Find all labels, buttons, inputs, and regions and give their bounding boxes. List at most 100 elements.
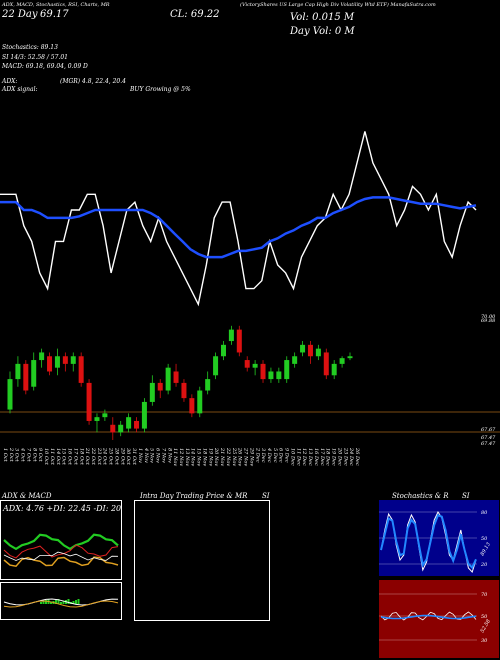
candle-body [347, 356, 353, 359]
candle-body [141, 401, 147, 429]
price-label-top2: 69.88 [481, 318, 495, 324]
candle-layer [7, 325, 353, 440]
date-tick: 23 Oct [96, 447, 102, 466]
date-tick: 6 Nov [155, 448, 161, 463]
date-tick: 11 Oct [49, 448, 55, 466]
price-label-low3: 67.47 [481, 441, 496, 447]
date-tick: 30 Oct [125, 448, 131, 466]
date-tick: 23 Dec [342, 447, 348, 466]
moving-average-line [0, 196, 477, 259]
candle-body [173, 371, 179, 383]
candle-body [323, 352, 329, 376]
stoch-rsi-panel: 80 50 20 89.13 70 50 30 52.58 [379, 500, 499, 658]
candle-body [244, 360, 250, 368]
date-tick: 25 Oct [108, 447, 114, 466]
candle-body [236, 329, 242, 353]
tab-adx[interactable]: ADX [2, 2, 14, 8]
date-tick: 19 Dec [331, 448, 337, 466]
date-tick: 20 Dec [336, 447, 342, 466]
date-tick: 27 Nov [243, 447, 249, 466]
date-tick: 28 Oct [114, 447, 120, 466]
tab-mr[interactable]: MR [100, 2, 110, 8]
date-tick: 21 Nov [219, 447, 225, 466]
date-tick: 24 Oct [102, 447, 108, 466]
stoch-tick-50: 50 [481, 536, 488, 542]
macd-text: MACD: 69.18, 69.04, 0.09 D [2, 63, 88, 70]
candle-body [165, 367, 171, 391]
adx-panel-title: ADX & MACD [2, 492, 52, 500]
intraday-panel-title: Intra Day Trading Price & MR [140, 492, 248, 500]
candle-body [31, 360, 37, 387]
candle-body [78, 356, 84, 383]
stoch-tick-80: 80 [481, 510, 488, 516]
date-tick: 14 Nov [190, 448, 196, 466]
candle-body [134, 420, 140, 429]
candle-body [7, 379, 13, 410]
price-label-low2: 67.47 [481, 435, 496, 441]
tab-rsi[interactable]: RSI [68, 2, 78, 8]
date-tick: 10 Oct [43, 448, 49, 466]
macd-lines [3, 598, 119, 608]
date-tick: 18 Dec [325, 448, 331, 466]
date-tick: 24 Dec [348, 447, 354, 466]
date-tick: 4 Oct [20, 447, 26, 463]
rsi-tick-30: 30 [481, 638, 488, 644]
adx-macd-panel: ADX: 4.76 +DI: 22.45 -DI: 20.43 [0, 500, 122, 620]
candle-body [62, 356, 68, 364]
adx-signal-label: ADX signal: [2, 86, 38, 93]
candle-body [228, 329, 234, 342]
date-tick: 17 Oct [72, 448, 78, 466]
date-tick: 17 Dec [319, 448, 325, 466]
date-tick: 10 Dec [290, 448, 296, 466]
date-tick: 2 Oct [8, 447, 14, 463]
date-tick: 4 Nov [143, 447, 149, 463]
date-tick: 22 Nov [225, 447, 231, 466]
candle-body [54, 356, 60, 368]
date-tick: 31 Oct [131, 448, 137, 466]
mgr-text: (MGR) 4.8, 22.4, 20.4 [60, 78, 126, 85]
candle-body [118, 424, 124, 433]
day-volume-label: Day Vol: 0 M [290, 26, 355, 37]
candle-body [70, 356, 76, 364]
candle-body [149, 382, 155, 402]
candle-body [220, 344, 226, 357]
date-axis: 1 Oct 2 Oct 3 Oct 4 Oct 7 Oct 8 Oct 9 Oct 10 Oc… [2, 447, 360, 466]
tab-macd[interactable]: MACD [16, 2, 33, 8]
date-tick: 5 Dec [272, 448, 278, 463]
candle-body [252, 363, 258, 368]
date-tick: 4 Dec [266, 447, 272, 463]
candle-body [331, 363, 337, 376]
adx-lines [3, 533, 119, 568]
date-tick: 16 Oct [67, 448, 73, 466]
date-tick: 7 Oct [26, 448, 32, 463]
stoch-lines [380, 510, 477, 573]
candle-body [307, 344, 313, 357]
tab-charts[interactable]: Charts [80, 2, 98, 8]
tab-stochastics[interactable]: Stochastics [35, 2, 65, 8]
candle-body [213, 356, 219, 376]
date-tick: 14 Oct [55, 448, 61, 466]
date-tick: 15 Nov [196, 448, 202, 466]
chart-title: (VictoryShares US Large Cap High Div Vol… [240, 2, 436, 8]
stoch-panel-title: Stochastics & R [392, 492, 449, 500]
rsi-tick-50: 50 [481, 614, 488, 620]
date-tick: 20 Nov [213, 447, 219, 466]
date-tick: 21 Oct [84, 447, 90, 466]
main-chart: 70.00 69.88 67.67 67.47 67.47 1 Oct 2 Oct… [0, 131, 500, 466]
intraday-panel [134, 500, 270, 621]
date-tick: 3 Dec [260, 448, 266, 463]
si-text: SI 14/3: 52.58 / 57.01 [2, 54, 68, 61]
date-tick: 25 Nov [231, 447, 237, 466]
date-tick: 12 Dec [301, 448, 307, 466]
candle-body [292, 356, 298, 364]
candle-body [157, 382, 163, 391]
date-tick: 15 Oct [61, 448, 67, 466]
date-tick: 26 Nov [237, 447, 243, 466]
date-tick: 11 Dec [295, 448, 301, 466]
candle-body [47, 356, 53, 372]
buy-signal-text: BUY Growing @ 5% [130, 86, 191, 93]
header-tabs: ADX, MACD, Stochastics, RSI, Charts, MR [2, 2, 110, 8]
date-label: 22 Day [2, 9, 38, 20]
date-tick: 3 Oct [14, 448, 20, 463]
price-label-low1: 67.67 [481, 427, 496, 433]
